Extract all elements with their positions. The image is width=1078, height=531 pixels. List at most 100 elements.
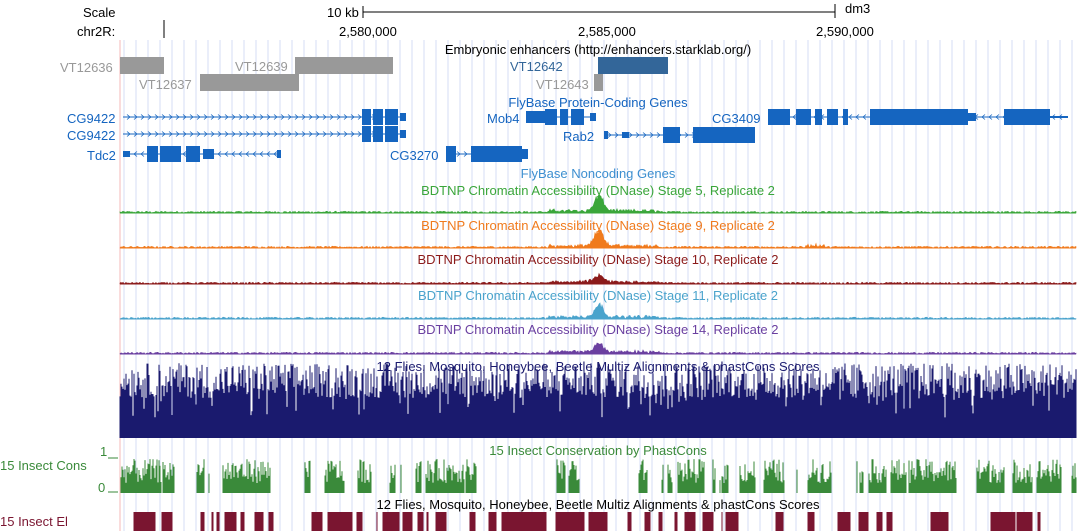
gene-strand-arrow [322, 114, 327, 120]
gene-strand-arrow [147, 131, 152, 137]
enhancer-bar-selected [598, 57, 668, 74]
gene-exon [870, 109, 968, 125]
track-title-dnase-stage5[interactable]: BDTNP Chromatin Accessibility (DNase) St… [421, 183, 775, 198]
gene-strand-arrow [350, 131, 355, 137]
gene-strand-arrow [343, 114, 348, 120]
track-title-flybase-coding[interactable]: FlyBase Protein-Coding Genes [508, 95, 688, 110]
side-label-phastcons[interactable]: 15 Insect Cons [0, 458, 87, 473]
gene-exon [362, 126, 371, 142]
gene-strand-arrow [287, 131, 292, 137]
enhancer-bar [200, 74, 299, 91]
dnase-signal [119, 302, 1077, 320]
gene-strand-arrow [607, 132, 612, 138]
gene-strand-arrow [322, 131, 327, 137]
gene-strand-arrow [182, 131, 187, 137]
gene-exon [385, 109, 398, 125]
gene-strand-arrow [792, 114, 797, 120]
gene-exon [545, 109, 557, 125]
multiz-bars [119, 363, 1077, 438]
gene-strand-arrow [336, 114, 341, 120]
enhancer-label[interactable]: VT12636 [60, 60, 113, 75]
track-title-dnase-stage9[interactable]: BDTNP Chromatin Accessibility (DNase) St… [421, 218, 775, 233]
gene-label[interactable]: CG9422 [67, 128, 116, 143]
side-label-elements[interactable]: 15 Insect El [0, 514, 68, 529]
position-label: 2,590,000 [816, 24, 874, 39]
gene-label[interactable]: Rab2 [563, 129, 595, 144]
enhancer-bar [120, 57, 164, 74]
gene-strand-arrow [301, 131, 306, 137]
gene-strand-arrow [133, 151, 138, 157]
gene-exon [123, 151, 130, 157]
gene-label[interactable]: Tdc2 [87, 148, 116, 163]
gene-label[interactable]: Mob4 [487, 111, 520, 126]
gene-exon [526, 111, 545, 123]
gene-strand-arrow [224, 131, 229, 137]
gene-strand-arrow [294, 131, 299, 137]
position-label: 2,580,000 [339, 24, 397, 39]
enhancer-label[interactable]: VT12643 [536, 77, 589, 92]
gene-strand-arrow [140, 131, 145, 137]
gene-strand-arrow [245, 114, 250, 120]
enhancer-bar [594, 74, 603, 91]
gene-strand-arrow [343, 131, 348, 137]
track-title-elements[interactable]: 12 Flies, Mosquito, Honeybee, Beetle Mul… [376, 497, 820, 512]
gene-exon [400, 113, 406, 121]
gene-label[interactable]: CG3270 [390, 148, 439, 163]
gene-strand-arrow [259, 131, 264, 137]
gene-strand-arrow [168, 131, 173, 137]
dnase-signal [119, 229, 1077, 249]
gene-exon [400, 130, 406, 138]
gene-strand-arrow [308, 114, 313, 120]
gene-exon [968, 113, 976, 121]
enhancer-label[interactable]: VT12637 [139, 77, 192, 92]
gene-strand-arrow [168, 114, 173, 120]
axis-min-label: 0 [98, 480, 106, 495]
gene-exon [604, 131, 608, 139]
gene-strand-arrow [981, 114, 986, 120]
gene-strand-arrow [988, 114, 993, 120]
gene-strand-arrow [147, 114, 152, 120]
gene-strand-arrow [995, 114, 1000, 120]
track-title-enhancers[interactable]: Embryonic enhancers (http://enhancers.st… [444, 42, 752, 57]
gene-strand-arrow [231, 131, 236, 137]
gene-strand-arrow [329, 131, 334, 137]
phastcons-bars [120, 459, 1077, 493]
enhancer-label[interactable]: VT12639 [235, 59, 288, 74]
gene-exon [203, 149, 214, 159]
track-title-dnase-stage11[interactable]: BDTNP Chromatin Accessibility (DNase) St… [417, 288, 779, 303]
dnase-signal [119, 193, 1077, 214]
gene-strand-arrow [203, 131, 208, 137]
gene-strand-arrow [280, 114, 285, 120]
track-title-phastcons[interactable]: 15 Insect Conservation by PhastCons [489, 443, 707, 458]
assembly-label: dm3 [845, 1, 871, 16]
gene-exon [471, 146, 522, 162]
gene-strand-arrow [133, 114, 138, 120]
gene-exon [1004, 109, 1050, 125]
gene-label[interactable]: CG3409 [712, 111, 761, 126]
gene-strand-arrow [182, 114, 187, 120]
gene-label[interactable]: CG9422 [67, 111, 116, 126]
gene-strand-arrow [266, 114, 271, 120]
gene-strand-arrow [280, 131, 285, 137]
gene-strand-arrow [266, 131, 271, 137]
track-title-dnase-stage10[interactable]: BDTNP Chromatin Accessibility (DNase) St… [417, 252, 779, 267]
axis-max-label: 1 [100, 444, 108, 459]
gene-strand-arrow [635, 132, 640, 138]
gene-strand-arrow [329, 114, 334, 120]
gene-strand-arrow [259, 114, 264, 120]
track-title-flybase-noncoding[interactable]: FlyBase Noncoding Genes [520, 166, 676, 181]
gene-exon [160, 146, 181, 162]
gene-exon [147, 146, 158, 162]
track-title-multiz[interactable]: 12 Flies, Mosquito, Honeybee, Beetle Mul… [376, 359, 820, 374]
gene-exon [373, 126, 383, 142]
gene-strand-arrow [862, 114, 867, 120]
enhancer-label[interactable]: VT12642 [510, 59, 563, 74]
gene-strand-arrow [245, 151, 250, 157]
gene-strand-arrow [238, 131, 243, 137]
gene-strand-arrow [266, 151, 271, 157]
position-label: 2,585,000 [578, 24, 636, 39]
gene-strand-arrow [273, 114, 278, 120]
track-title-dnase-stage14[interactable]: BDTNP Chromatin Accessibility (DNase) St… [417, 322, 779, 337]
